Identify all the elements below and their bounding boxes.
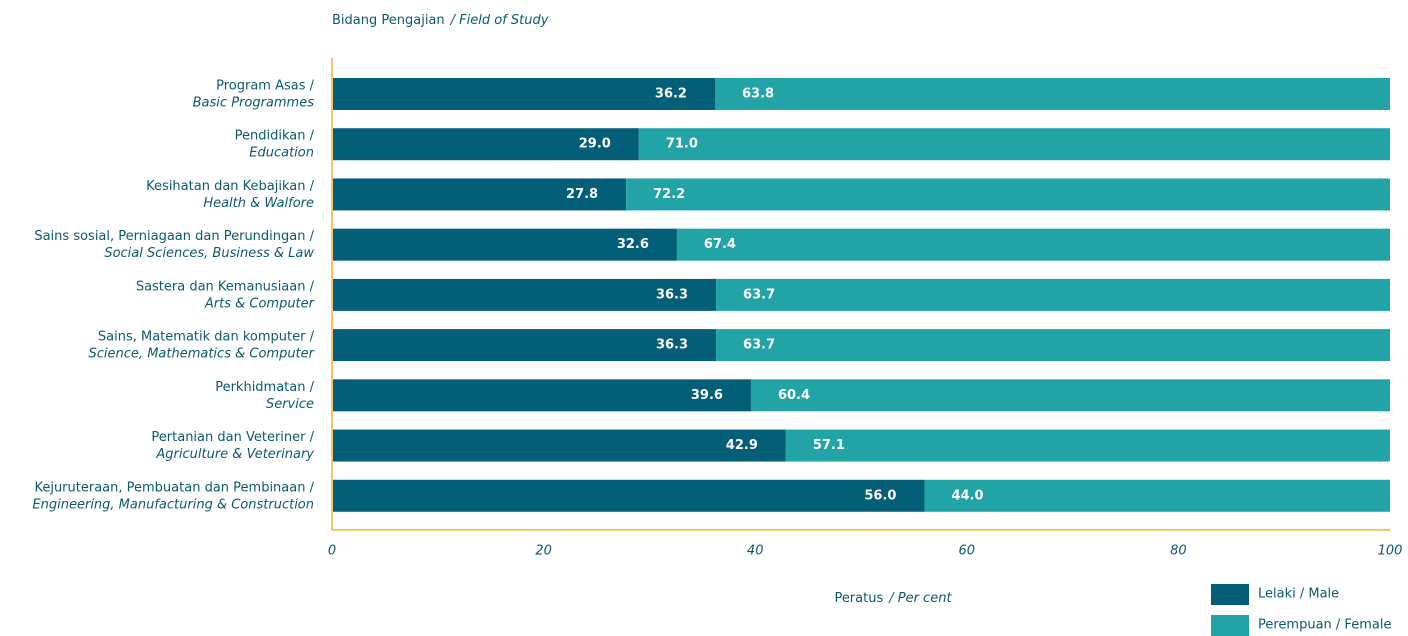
value-label: 71.0: [666, 137, 698, 152]
bar: [924, 479, 1390, 512]
category-label-en: Education: [249, 146, 314, 161]
category-label-en: Engineering, Manufacturing & Constructio…: [32, 497, 314, 512]
category-label-en: Agriculture & Veterinary: [155, 447, 314, 462]
bar: [332, 379, 751, 412]
chart-title: Bidang Pengajian / Field of Study: [332, 13, 549, 28]
value-label: 72.2: [653, 187, 685, 202]
value-label: 27.8: [566, 187, 598, 202]
bar: [716, 329, 1390, 362]
category-label: Kejuruteraan, Pembuatan dan Pembinaan /: [34, 480, 314, 495]
category-label: Sains, Matematik dan komputer /: [98, 330, 315, 345]
bar: [785, 429, 1390, 462]
category-label-en: Service: [266, 397, 314, 412]
value-label: 42.9: [726, 438, 758, 453]
xlabel-main: Peratus: [834, 591, 883, 606]
value-label: 32.6: [617, 237, 649, 252]
bar: [332, 78, 715, 110]
bar: [714, 78, 1390, 110]
x-tick-label: 40: [747, 544, 764, 559]
x-axis-label: Peratus / Per cent: [834, 591, 952, 606]
bar: [332, 329, 717, 362]
value-label: 63.7: [743, 338, 775, 353]
legend-label: Perempuan / Female: [1258, 618, 1391, 633]
category-label: Pertanian dan Veteriner /: [151, 430, 314, 445]
bar: [626, 178, 1390, 211]
category-label-en: Basic Programmes: [193, 96, 315, 111]
category-label-en: Social Sciences, Business & Law: [104, 246, 314, 261]
bar: [638, 128, 1390, 161]
category-label: Kesihatan dan Kebajikan /: [146, 179, 314, 194]
category-label-en: Health & Walfore: [203, 196, 314, 211]
category-label: Perkhidmatan /: [215, 380, 314, 395]
value-label: 36.3: [656, 338, 688, 353]
value-label: 36.2: [655, 87, 687, 102]
xlabel-en: / Per cent: [888, 591, 952, 606]
legend-swatch: [1211, 584, 1249, 605]
x-tick-label: 100: [1378, 544, 1403, 559]
category-label-en: Arts & Computer: [204, 296, 316, 311]
bar: [676, 228, 1390, 261]
bar: [332, 278, 717, 311]
bar: [716, 278, 1390, 311]
value-label: 39.6: [691, 388, 723, 403]
title-main: Bidang Pengajian: [332, 13, 445, 28]
value-label: 56.0: [864, 488, 896, 503]
category-label: Program Asas /: [216, 79, 315, 94]
value-label: 44.0: [951, 488, 983, 503]
value-label: 63.8: [742, 87, 774, 102]
legend-label: Lelaki / Male: [1258, 587, 1339, 602]
bar: [332, 228, 677, 261]
x-tick-label: 20: [535, 544, 552, 559]
legend-swatch: [1211, 615, 1249, 636]
value-label: 57.1: [813, 438, 845, 453]
x-tick-label: 60: [959, 544, 976, 559]
value-label: 29.0: [579, 137, 611, 152]
x-tick-label: 0: [328, 544, 336, 559]
bar: [332, 128, 639, 161]
category-label-en: Science, Mathematics & Computer: [89, 347, 316, 362]
title-en: / Field of Study: [450, 13, 549, 28]
category-label: Sastera dan Kemanusiaan /: [136, 279, 315, 294]
value-label: 67.4: [704, 237, 736, 252]
category-label: Pendidikan /: [235, 129, 315, 144]
bar: [332, 429, 786, 462]
value-label: 63.7: [743, 287, 775, 302]
value-label: 60.4: [778, 388, 810, 403]
x-tick-label: 80: [1170, 544, 1187, 559]
bar: [750, 379, 1390, 412]
bar: [332, 479, 925, 512]
value-label: 36.3: [656, 287, 688, 302]
category-label: Sains sosial, Perniagaan dan Perundingan…: [34, 229, 314, 244]
bar: [332, 178, 627, 211]
